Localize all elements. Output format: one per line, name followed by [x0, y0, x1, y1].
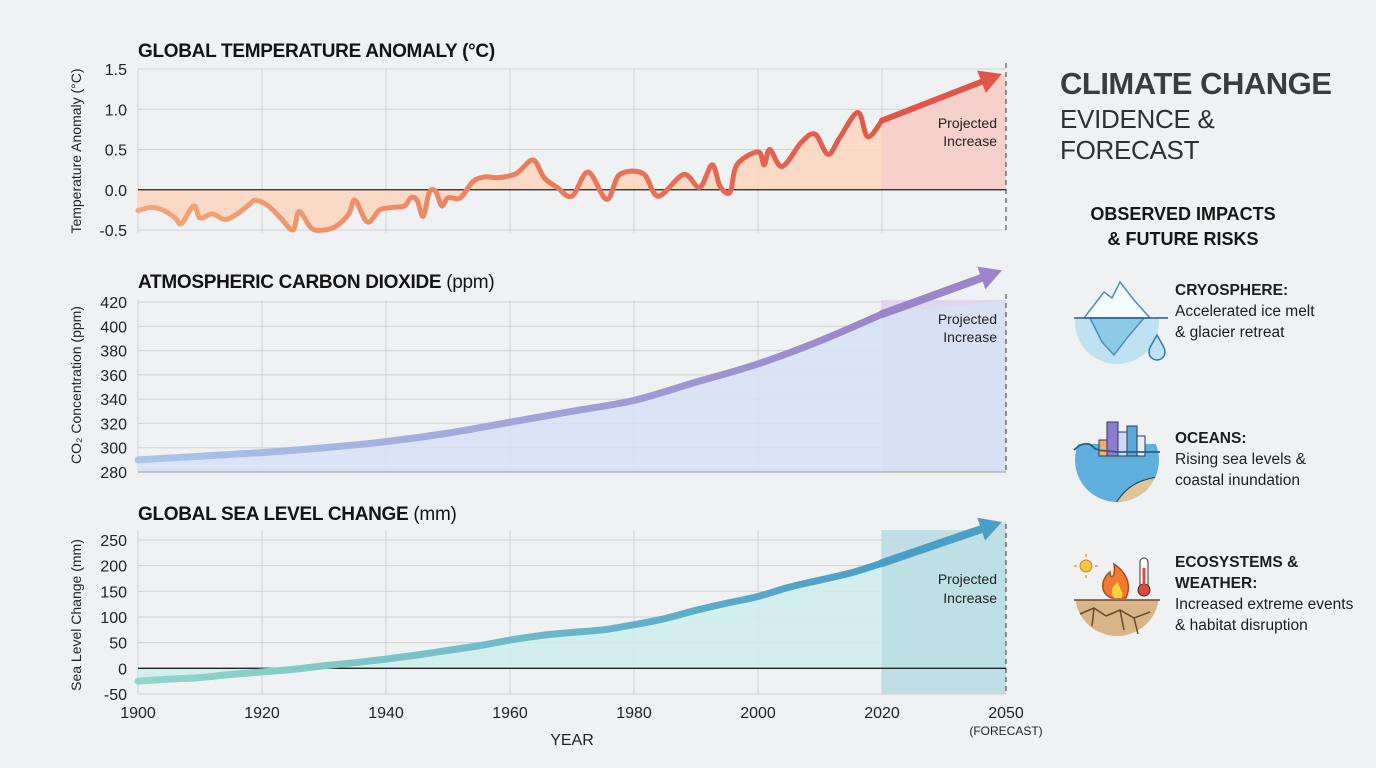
- projection-arrowhead: [977, 70, 1002, 93]
- x-tick-label: 1980: [616, 705, 652, 722]
- y-tick-label: 300: [100, 441, 127, 458]
- y-tick-label: 340: [100, 392, 127, 409]
- impact-text: Accelerated ice melt: [1175, 303, 1315, 320]
- impacts-heading-line2: & FUTURE RISKS: [1107, 229, 1259, 249]
- area-fill: [138, 300, 1006, 472]
- y-tick-label: 320: [100, 416, 127, 433]
- impacts-heading: OBSERVED IMPACTS & FUTURE RISKS: [1060, 202, 1306, 252]
- y-tick-label: 360: [100, 368, 127, 385]
- x-tick-label: 2020: [864, 705, 900, 722]
- infographic-title: CLIMATE CHANGE: [1060, 66, 1332, 101]
- y-tick-label: 250: [100, 533, 127, 550]
- impact-heading: WEATHER:: [1175, 575, 1258, 592]
- area-fill: [138, 73, 1006, 231]
- y-tick-label: 1.0: [105, 102, 127, 119]
- x-tick-label: 1940: [368, 705, 404, 722]
- y-tick-label: 0: [118, 661, 127, 678]
- projected-increase-label: Increase: [943, 590, 997, 606]
- iceberg-icon: [1074, 280, 1168, 364]
- co2-chart-title: ATMOSPHERIC CARBON DIOXIDE (ppm): [138, 272, 494, 293]
- observed-series-line: [134, 559, 886, 685]
- projected-increase-label: Projected: [938, 571, 997, 587]
- y-tick-label: 100: [100, 610, 127, 627]
- x-tick-label: 1960: [492, 705, 528, 722]
- projected-increase-label: Projected: [938, 115, 997, 131]
- y-tick-label: 0.5: [105, 143, 127, 160]
- flooded-city-icon: [1073, 421, 1160, 502]
- impact-cryosphere: CRYOSPHERE: Accelerated ice melt & glaci…: [1072, 280, 1372, 370]
- temperature-chart-title: GLOBAL TEMPERATURE ANOMALY (°C): [138, 41, 495, 62]
- impact-text: coastal inundation: [1175, 472, 1300, 489]
- impact-text: & glacier retreat: [1175, 324, 1285, 341]
- y-tick-label: 420: [100, 295, 127, 312]
- temperature-y-axis-label: Temperature Anomaly (°C): [68, 68, 84, 233]
- y-tick-label: 1.5: [105, 62, 127, 79]
- impact-heading: OCEANS:: [1175, 430, 1247, 447]
- projection-arrow-shaft: [878, 273, 986, 319]
- co2-y-axis-label: CO₂ Concentration (ppm): [68, 306, 84, 464]
- y-tick-label: 380: [100, 344, 127, 361]
- sea-level-y-axis-label: Sea Level Change (mm): [68, 539, 84, 691]
- observed-series-line: [134, 310, 886, 464]
- heat-fire-drought-icon: [1074, 554, 1160, 636]
- impact-oceans: OCEANS: Rising sea levels & coastal inun…: [1072, 420, 1372, 510]
- y-tick-label: 50: [109, 636, 127, 653]
- impacts-heading-line1: OBSERVED IMPACTS: [1090, 204, 1276, 224]
- y-tick-label: 200: [100, 559, 127, 576]
- x-tick-label: 2000: [740, 705, 776, 722]
- x-tick-label: 2050: [988, 705, 1024, 722]
- y-tick-label: 400: [100, 319, 127, 336]
- projection-arrowhead: [977, 517, 1002, 541]
- impact-ecosystems-weather: ECOSYSTEMS & WEATHER: Increased extreme …: [1072, 552, 1372, 642]
- x-tick-label: 1900: [120, 705, 156, 722]
- projection-arrow-shaft: [879, 78, 985, 124]
- sea-level-chart: GLOBAL SEA LEVEL CHANGE (mm) Sea Level C…: [68, 504, 1007, 704]
- impact-text: Rising sea levels &: [1175, 451, 1306, 468]
- impact-heading: CRYOSPHERE:: [1175, 282, 1289, 299]
- y-tick-label: 0.0: [105, 183, 127, 200]
- co2-chart: ATMOSPHERIC CARBON DIOXIDE (ppm) CO₂ Con…: [68, 266, 1007, 482]
- impact-heading: ECOSYSTEMS &: [1175, 554, 1299, 571]
- projection-arrowhead: [977, 266, 1002, 290]
- projection-arrow-shaft: [878, 525, 986, 568]
- x-tick-label: 1920: [244, 705, 280, 722]
- x-axis-label: YEAR: [550, 732, 594, 749]
- y-tick-label: 150: [100, 584, 127, 601]
- observed-series-line: [135, 109, 885, 234]
- temperature-anomaly-chart: GLOBAL TEMPERATURE ANOMALY (°C) Temperat…: [68, 41, 1007, 240]
- y-tick-label: -0.5: [99, 223, 127, 240]
- infographic-subtitle: EVIDENCE & FORECAST: [1060, 104, 1215, 165]
- impact-text: Increased extreme events: [1175, 596, 1354, 613]
- impact-text: & habitat disruption: [1175, 617, 1308, 634]
- area-fill: [138, 522, 1006, 682]
- projection-region: [882, 522, 1006, 669]
- projected-increase-label: Projected: [938, 311, 997, 327]
- x-axis: YEAR (FORECAST) 1900 1920 1940 1960 1980 2000…: [120, 705, 1042, 749]
- projection-region: [882, 73, 1006, 190]
- y-tick-label: 280: [100, 465, 127, 482]
- projected-increase-label: Increase: [943, 329, 997, 345]
- forecast-note: (FORECAST): [969, 724, 1042, 738]
- y-tick-label: -50: [104, 687, 127, 704]
- sea-level-chart-title: GLOBAL SEA LEVEL CHANGE (mm): [138, 504, 457, 525]
- projected-increase-label: Increase: [943, 133, 997, 149]
